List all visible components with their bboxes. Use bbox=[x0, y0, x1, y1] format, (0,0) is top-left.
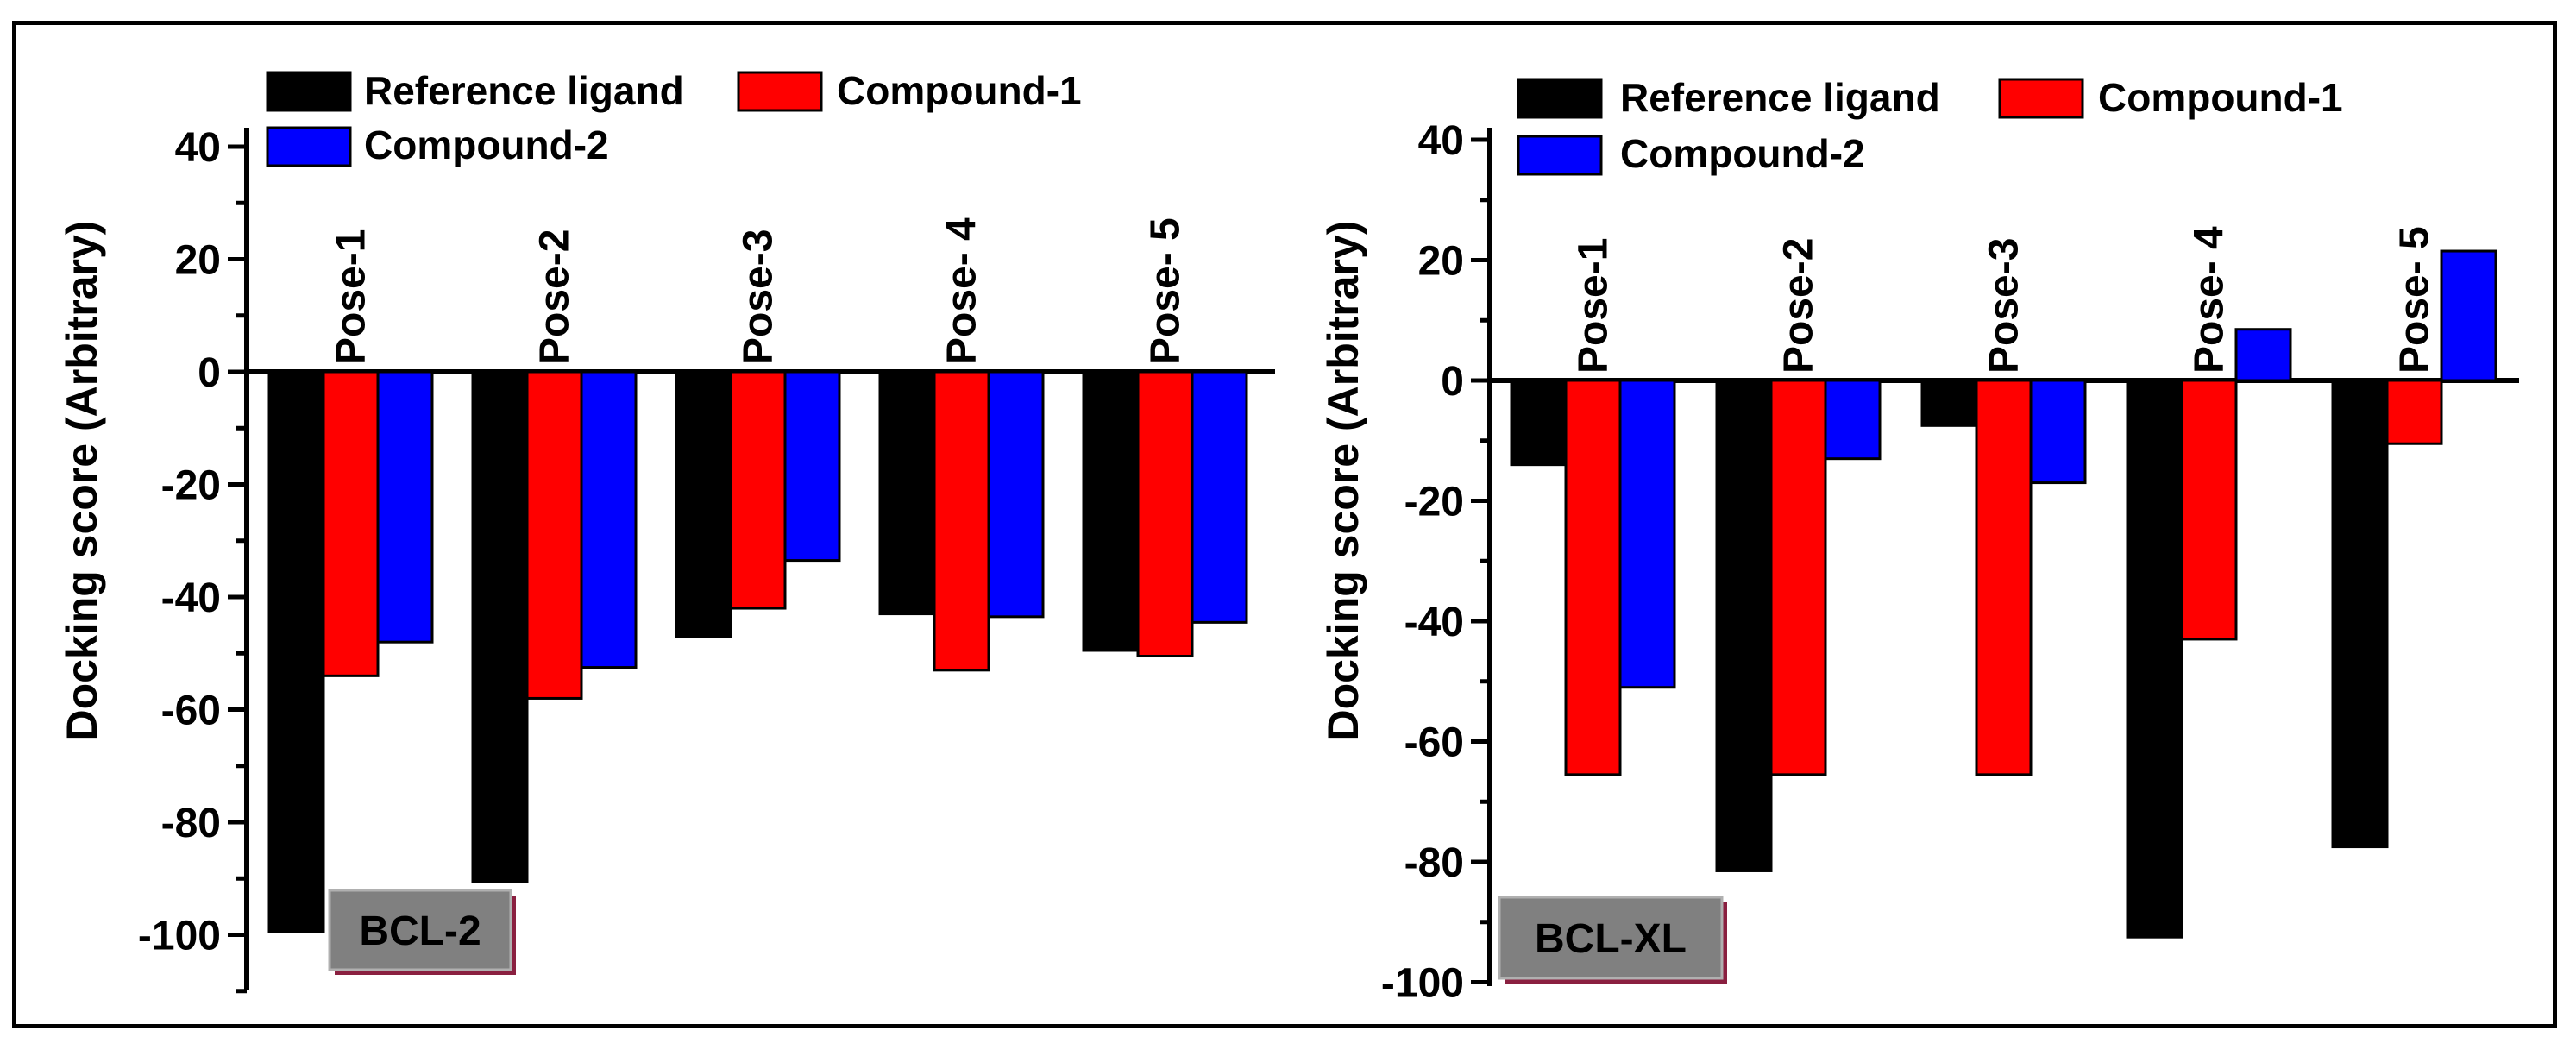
panel-2-bar-compound-2-5 bbox=[2440, 249, 2497, 382]
panel-2-y-tick-label: -80 bbox=[1404, 840, 1464, 886]
panel-2-bars bbox=[1510, 249, 2497, 939]
panel-2-bar-reference-ligand-4 bbox=[2126, 379, 2183, 939]
panel-1-badge-label: BCL-2 bbox=[359, 908, 481, 954]
panel-2-bar-compound-1-5 bbox=[2385, 379, 2443, 445]
panel-1-legend-label-reference: Reference ligand bbox=[364, 68, 684, 113]
panel-1-category-label: Pose- 5 bbox=[1143, 217, 1189, 365]
panel-2-bar-compound-1-3 bbox=[1975, 379, 2033, 776]
panel-1-bar-compound-1-5 bbox=[1136, 370, 1194, 658]
panel-1-bar-compound-1-4 bbox=[933, 370, 990, 672]
panel-2-bar-reference-ligand-5 bbox=[2331, 379, 2389, 849]
panel-2-category-label: Pose-2 bbox=[1776, 238, 1822, 374]
panel-2-legend-label-compound-1: Compound-1 bbox=[2098, 75, 2343, 120]
panel-2-legend-label-reference: Reference ligand bbox=[1620, 75, 1940, 120]
panel-1-bars bbox=[267, 370, 1248, 933]
panel-1-legend-label-compound-2: Compound-2 bbox=[364, 123, 609, 167]
panel-1-bar-compound-2-3 bbox=[783, 370, 841, 563]
panel-2-category-label: Pose- 5 bbox=[2392, 226, 2438, 374]
panel-1-category-label: Pose- 4 bbox=[939, 217, 985, 365]
panel-2-y-tick-label: 40 bbox=[1418, 118, 1464, 164]
panel-1-legend-label-compound-1: Compound-1 bbox=[837, 68, 1082, 113]
panel-1-category-label: Pose-1 bbox=[329, 229, 374, 365]
panel-1-badge-box bbox=[328, 889, 512, 971]
panel-1-y-ticks: 40 20 0 -20 -40 -60 -80 -100 bbox=[138, 125, 247, 994]
panel-2-legend-label-compound-2: Compound-2 bbox=[1620, 131, 1865, 176]
panel-2-bar-compound-2-3 bbox=[2029, 379, 2087, 485]
panel-1-bar-reference-ligand-3 bbox=[675, 370, 732, 638]
panel-2-legend-swatch-compound-2 bbox=[1517, 135, 1603, 176]
panel-2-badge-label: BCL-XL bbox=[1535, 916, 1687, 962]
panel-1-bar-compound-2-5 bbox=[1191, 370, 1248, 624]
panel-2-legend-swatch-compound-1 bbox=[1998, 78, 2084, 119]
panel-1-y-tick-label: -100 bbox=[138, 914, 221, 959]
panel-2-bar-compound-1-1 bbox=[1564, 379, 1622, 776]
panel-2-bar-reference-ligand-2 bbox=[1715, 379, 1773, 872]
panel-1-y-tick-label: 20 bbox=[175, 238, 221, 284]
panel-1-bar-reference-ligand-4 bbox=[878, 370, 936, 616]
panel-1-y-tick-label: 0 bbox=[198, 350, 221, 396]
panel-2-bar-compound-1-4 bbox=[2180, 379, 2238, 641]
panel-2-badge-box bbox=[1498, 896, 1724, 980]
panel-2-category-label: Pose- 4 bbox=[2187, 226, 2233, 374]
panel-1-bar-compound-2-1 bbox=[376, 370, 434, 644]
panel-1-bar-compound-2-4 bbox=[987, 370, 1045, 619]
panel-2-bar-reference-ligand-1 bbox=[1510, 379, 1568, 467]
panel-1-category-label: Pose-3 bbox=[736, 229, 782, 365]
panel-1-badge: BCL-2 bbox=[328, 889, 516, 975]
panel-2-y-tick-label: 0 bbox=[1441, 359, 1464, 405]
panel-2-y-axis-title: Docking score (Arbitrary) bbox=[1319, 221, 1367, 741]
panel-1-y-tick-label: -80 bbox=[161, 801, 221, 846]
panel-1-category-label: Pose-2 bbox=[532, 229, 578, 365]
panel-2-y-ticks: 40 20 0 -20 -40 -60 -80 -100 bbox=[1381, 118, 1490, 1007]
panel-1-bar-reference-ligand-2 bbox=[471, 370, 529, 883]
panel-1-legend-swatch-compound-1 bbox=[737, 71, 823, 112]
panel-1-bar-compound-1-2 bbox=[525, 370, 583, 700]
panel-1-legend-swatch-compound-2 bbox=[266, 126, 352, 167]
panel-1-legend: Reference ligand Compound-1 Compound-2 bbox=[266, 68, 1082, 167]
panel-2-legend: Reference ligand Compound-1 Compound-2 bbox=[1517, 75, 2343, 176]
panel-2-legend-swatch-reference bbox=[1517, 78, 1603, 119]
panel-1-y-tick-label: -60 bbox=[161, 688, 221, 734]
panel-2-y-tick-label: -100 bbox=[1381, 961, 1464, 1007]
panel-2-category-label: Pose-1 bbox=[1571, 238, 1617, 374]
panel-2-y-tick-label: -40 bbox=[1404, 600, 1464, 645]
panel-2-bar-compound-2-1 bbox=[1618, 379, 1676, 689]
panel-1-y-tick-label: 40 bbox=[175, 125, 221, 171]
panel-1-bar-reference-ligand-5 bbox=[1082, 370, 1140, 652]
panel-2-bar-compound-1-2 bbox=[1769, 379, 1827, 776]
panel-1-y-tick-label: -40 bbox=[161, 575, 221, 621]
panel-2-category-labels: Pose-1 Pose-2 Pose-3 Pose- 4 Pose- 5 bbox=[1571, 226, 2438, 374]
panel-2-y-tick-label: -20 bbox=[1404, 480, 1464, 525]
panel-2-bar-compound-2-2 bbox=[1824, 379, 1882, 461]
panel-2-y-tick-label: 20 bbox=[1418, 239, 1464, 285]
panel-1-category-labels: Pose-1 Pose-2 Pose-3 Pose- 4 Pose- 5 bbox=[329, 217, 1189, 365]
panel-bcl-2: Docking score (Arbitrary) 40 20 0 -20 -40 -60… bbox=[58, 68, 1275, 994]
panel-1-bar-reference-ligand-1 bbox=[267, 370, 325, 933]
panel-2-badge: BCL-XL bbox=[1498, 896, 1727, 984]
panel-1-y-axis-title: Docking score (Arbitrary) bbox=[58, 221, 106, 741]
panel-bcl-xl: Docking score (Arbitrary) 40 20 0 -20 -40 -60… bbox=[1319, 75, 2519, 1007]
panel-2-bar-compound-2-4 bbox=[2234, 328, 2292, 382]
panel-1-bar-compound-1-3 bbox=[729, 370, 787, 610]
panel-2-y-tick-label: -60 bbox=[1404, 720, 1464, 766]
panel-1-bar-compound-1-1 bbox=[322, 370, 380, 677]
panel-2-bar-reference-ligand-3 bbox=[1920, 379, 1978, 427]
panel-1-y-tick-label: -20 bbox=[161, 463, 221, 509]
panel-1-legend-swatch-reference bbox=[266, 71, 352, 112]
panel-1-bar-compound-2-2 bbox=[580, 370, 638, 669]
panel-2-category-label: Pose-3 bbox=[1982, 238, 2027, 374]
